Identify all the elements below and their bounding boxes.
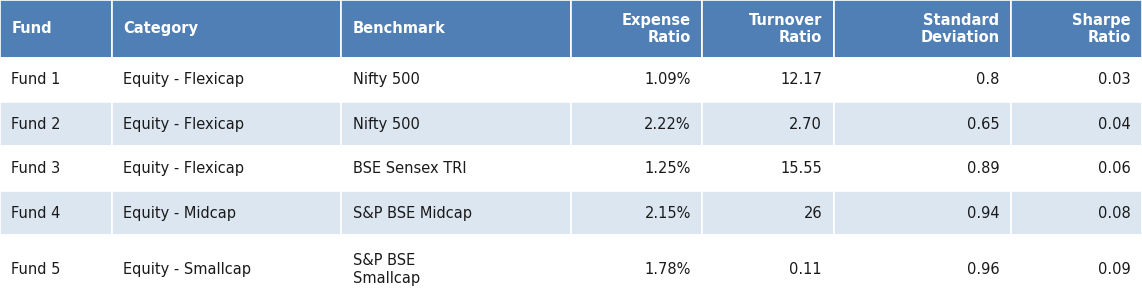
Text: Equity - Flexicap: Equity - Flexicap xyxy=(123,161,244,176)
Text: Standard
Deviation: Standard Deviation xyxy=(920,13,999,45)
Bar xyxy=(571,191,702,235)
Bar xyxy=(571,235,702,304)
Bar xyxy=(702,147,834,191)
Bar xyxy=(0,102,112,147)
Text: 15.55: 15.55 xyxy=(780,161,822,176)
Text: 0.09: 0.09 xyxy=(1097,262,1131,277)
Bar xyxy=(1011,147,1142,191)
Bar xyxy=(834,0,1011,58)
Text: 2.22%: 2.22% xyxy=(644,117,691,132)
Text: Benchmark: Benchmark xyxy=(353,21,445,36)
Bar xyxy=(112,147,341,191)
Bar xyxy=(341,191,571,235)
Text: 0.06: 0.06 xyxy=(1097,161,1131,176)
Text: 0.89: 0.89 xyxy=(966,161,999,176)
Text: Turnover
Ratio: Turnover Ratio xyxy=(749,13,822,45)
Text: Expense
Ratio: Expense Ratio xyxy=(621,13,691,45)
Text: Fund 1: Fund 1 xyxy=(11,72,61,87)
Text: 0.04: 0.04 xyxy=(1097,117,1131,132)
Text: 1.78%: 1.78% xyxy=(644,262,691,277)
Text: Category: Category xyxy=(123,21,198,36)
Text: Fund 4: Fund 4 xyxy=(11,206,61,220)
Text: Equity - Flexicap: Equity - Flexicap xyxy=(123,117,244,132)
Bar xyxy=(341,58,571,102)
Bar xyxy=(834,147,1011,191)
Bar xyxy=(1011,0,1142,58)
Text: 1.25%: 1.25% xyxy=(644,161,691,176)
Bar xyxy=(0,58,112,102)
Bar xyxy=(0,191,112,235)
Bar xyxy=(0,235,112,304)
Text: 1.09%: 1.09% xyxy=(644,72,691,87)
Text: 2.15%: 2.15% xyxy=(644,206,691,220)
Bar xyxy=(341,102,571,147)
Bar xyxy=(112,235,341,304)
Bar xyxy=(112,191,341,235)
Bar xyxy=(571,147,702,191)
Bar xyxy=(1011,235,1142,304)
Text: 0.94: 0.94 xyxy=(966,206,999,220)
Bar xyxy=(834,102,1011,147)
Bar xyxy=(702,191,834,235)
Bar xyxy=(702,58,834,102)
Text: 26: 26 xyxy=(804,206,822,220)
Bar xyxy=(1011,191,1142,235)
Bar xyxy=(341,0,571,58)
Text: 0.11: 0.11 xyxy=(789,262,822,277)
Text: 0.65: 0.65 xyxy=(966,117,999,132)
Text: Equity - Midcap: Equity - Midcap xyxy=(123,206,236,220)
Text: 0.08: 0.08 xyxy=(1097,206,1131,220)
Text: 0.03: 0.03 xyxy=(1097,72,1131,87)
Text: Fund 3: Fund 3 xyxy=(11,161,61,176)
Bar xyxy=(702,0,834,58)
Bar xyxy=(341,147,571,191)
Text: Equity - Flexicap: Equity - Flexicap xyxy=(123,72,244,87)
Text: 0.96: 0.96 xyxy=(966,262,999,277)
Bar xyxy=(341,235,571,304)
Bar xyxy=(834,58,1011,102)
Text: S&P BSE Midcap: S&P BSE Midcap xyxy=(353,206,472,220)
Bar xyxy=(571,0,702,58)
Text: Fund 5: Fund 5 xyxy=(11,262,61,277)
Text: Fund: Fund xyxy=(11,21,53,36)
Bar xyxy=(834,235,1011,304)
Text: 12.17: 12.17 xyxy=(780,72,822,87)
Bar xyxy=(112,0,341,58)
Text: 2.70: 2.70 xyxy=(789,117,822,132)
Bar xyxy=(702,102,834,147)
Bar xyxy=(702,235,834,304)
Text: Nifty 500: Nifty 500 xyxy=(353,72,419,87)
Text: Equity - Smallcap: Equity - Smallcap xyxy=(123,262,251,277)
Text: BSE Sensex TRI: BSE Sensex TRI xyxy=(353,161,466,176)
Text: S&P BSE
Smallcap: S&P BSE Smallcap xyxy=(353,254,420,286)
Bar xyxy=(112,102,341,147)
Bar xyxy=(0,147,112,191)
Text: 0.8: 0.8 xyxy=(976,72,999,87)
Bar xyxy=(0,0,112,58)
Bar xyxy=(571,102,702,147)
Bar xyxy=(834,191,1011,235)
Text: Nifty 500: Nifty 500 xyxy=(353,117,419,132)
Text: Sharpe
Ratio: Sharpe Ratio xyxy=(1072,13,1131,45)
Bar xyxy=(1011,102,1142,147)
Bar xyxy=(112,58,341,102)
Bar xyxy=(1011,58,1142,102)
Text: Fund 2: Fund 2 xyxy=(11,117,61,132)
Bar xyxy=(571,58,702,102)
